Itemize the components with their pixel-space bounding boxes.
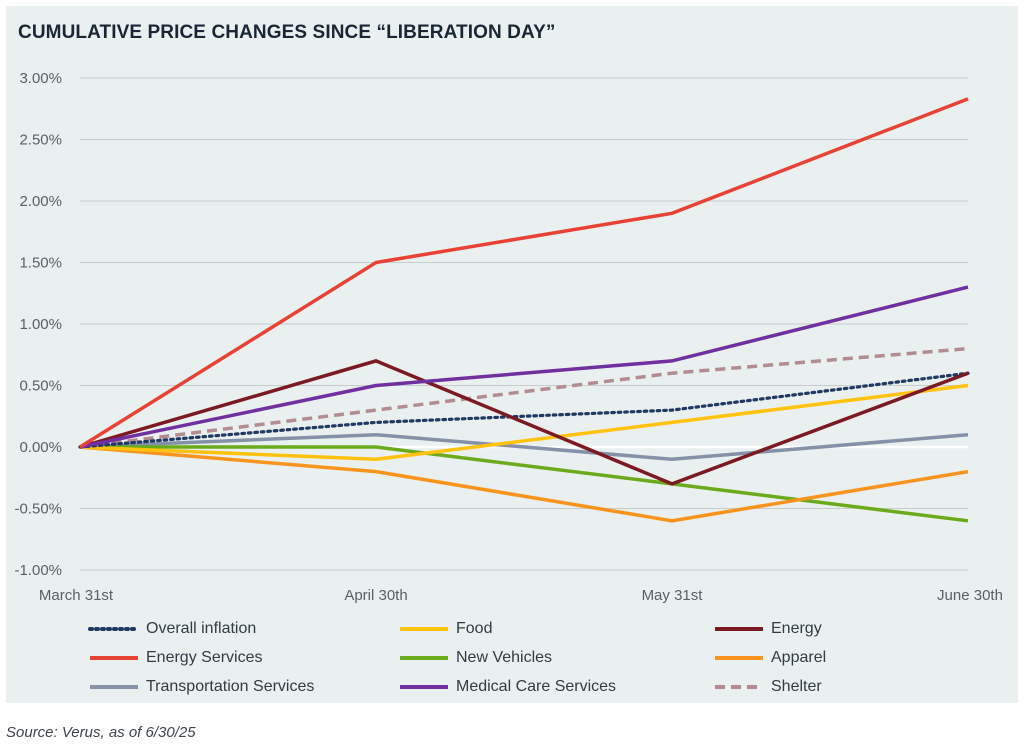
- x-tick-label: June 30th: [937, 587, 1003, 604]
- series-line-food: [79, 383, 969, 462]
- chart-panel: [6, 6, 1018, 703]
- legend-label: Shelter: [771, 678, 822, 695]
- legend-swatch: [400, 627, 448, 631]
- legend-item: Food: [398, 616, 492, 642]
- legend-item: Medical Care Services: [398, 674, 616, 700]
- series-line-apparel: [79, 445, 969, 523]
- legend-swatch: [90, 656, 138, 660]
- legend-swatch: [715, 685, 763, 689]
- y-tick-label: 1.50%: [19, 255, 62, 272]
- series-line-transportation-services: [79, 432, 969, 462]
- chart-title: CUMULATIVE PRICE CHANGES SINCE “LIBERATI…: [18, 22, 556, 43]
- legend-label: Apparel: [771, 649, 827, 666]
- y-tick-label: 1.00%: [19, 316, 62, 333]
- legend-swatch: [88, 627, 140, 631]
- legend-label: Overall inflation: [146, 620, 257, 637]
- legend-label: Food: [456, 620, 493, 637]
- y-tick-label: -0.50%: [14, 501, 62, 518]
- legend-label: Energy: [771, 620, 822, 637]
- y-tick-label: 0.00%: [19, 439, 62, 456]
- x-tick-label: March 31st: [39, 587, 114, 604]
- legend-label: Energy Services: [146, 649, 263, 666]
- legend-label: Transportation Services: [146, 678, 315, 695]
- legend-item: Energy: [713, 616, 822, 642]
- legend-swatch: [400, 685, 448, 689]
- series-line-energy-services: [79, 97, 969, 449]
- y-tick-label: 0.50%: [19, 378, 62, 395]
- y-tick-label: 3.00%: [19, 70, 62, 87]
- legend-item: Apparel: [713, 645, 826, 671]
- y-tick-label: -1.00%: [14, 562, 62, 579]
- legend-swatch: [715, 627, 763, 631]
- series-line-overall-inflation: [78, 371, 970, 449]
- y-tick-label: 2.50%: [19, 132, 62, 149]
- y-tick-label: 2.00%: [19, 193, 62, 210]
- legend-item: Energy Services: [88, 645, 263, 671]
- series-line-energy: [79, 359, 969, 486]
- x-tick-label: May 31st: [642, 587, 704, 604]
- source-note: Source: Verus, as of 6/30/25: [6, 724, 196, 741]
- legend-swatch: [90, 685, 138, 689]
- legend-item: Overall inflation: [88, 616, 256, 642]
- legend-swatch: [400, 656, 448, 660]
- legend-item: Shelter: [713, 674, 822, 700]
- series-line-new-vehicles: [80, 445, 969, 523]
- x-tick-label: April 30th: [344, 587, 407, 604]
- legend-item: Transportation Services: [88, 674, 314, 700]
- series-line-medical-care-services: [79, 285, 969, 449]
- legend-item: New Vehicles: [398, 645, 552, 671]
- legend-swatch: [715, 656, 763, 660]
- series-line-shelter: [79, 346, 969, 449]
- legend-label: New Vehicles: [456, 649, 553, 666]
- legend-label: Medical Care Services: [456, 678, 617, 695]
